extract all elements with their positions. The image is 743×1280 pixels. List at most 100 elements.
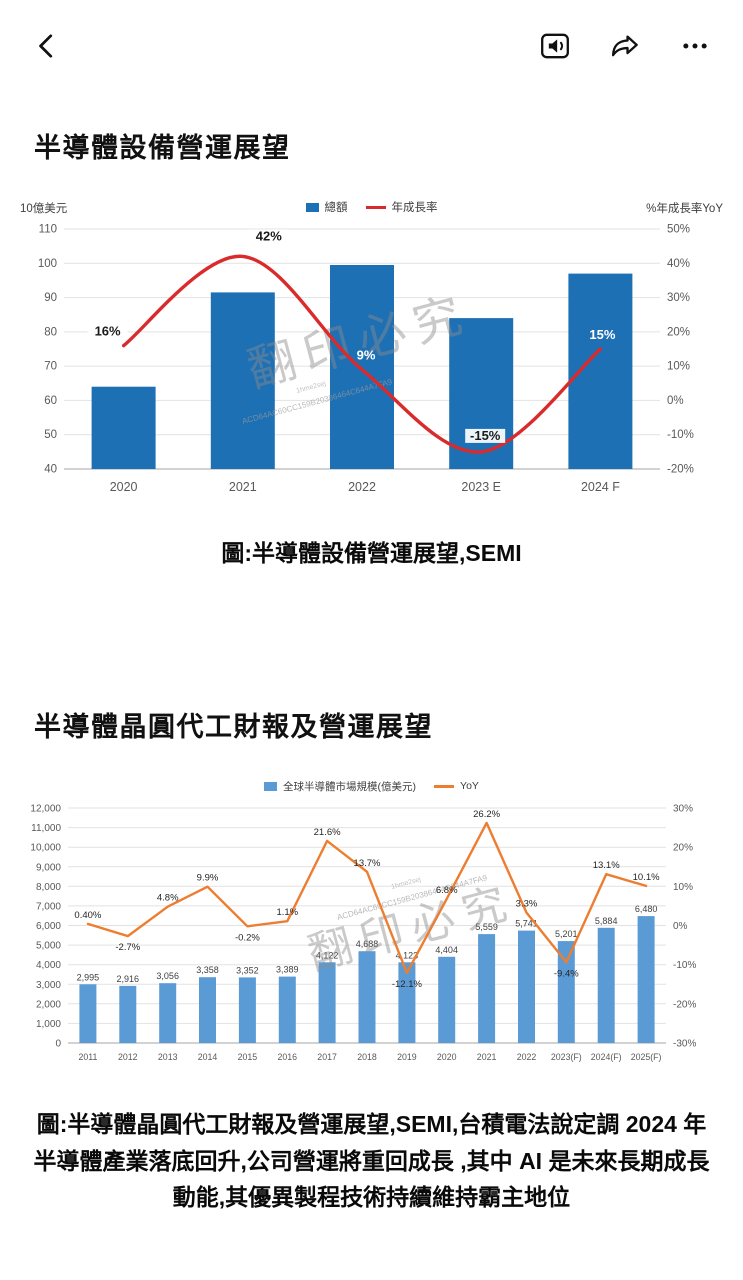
- foundry-outlook-chart: 全球半導體市場規模(億美元) YoY 12,000 11,000 10,000 9,000…: [18, 774, 725, 1090]
- chart-canvas: 110 100 90 80 70 60 50 40 50% 40% 30% 20% 10% 0% -10% -…: [38, 224, 694, 495]
- svg-text:-30%: -30%: [673, 1039, 696, 1050]
- right-axis-unit: %年成長率YoY: [646, 203, 723, 215]
- legend-item: 總額: [305, 199, 348, 215]
- svg-text:30%: 30%: [673, 804, 693, 815]
- svg-text:-2.7%: -2.7%: [115, 942, 140, 953]
- svg-text:4,122: 4,122: [316, 951, 339, 961]
- share-arrow-icon: [611, 35, 638, 57]
- svg-text:-0.2%: -0.2%: [235, 933, 260, 944]
- legend-label: 總額: [324, 202, 348, 214]
- svg-text:-9.4%: -9.4%: [554, 969, 579, 980]
- chart-header: 全球半導體市場規模(億美元) YoY: [18, 774, 725, 798]
- svg-text:6,000: 6,000: [36, 921, 61, 932]
- svg-text:90: 90: [44, 292, 57, 304]
- svg-text:5,201: 5,201: [555, 929, 578, 939]
- article-page: 半導體設備營運展望 10億美元 總額 年成長率 %年成長率YoY 110 100 90 80 7…: [0, 0, 743, 1210]
- svg-text:0.40%: 0.40%: [74, 910, 101, 921]
- bar: [159, 983, 177, 1044]
- svg-text:9,000: 9,000: [36, 863, 61, 874]
- svg-text:6.8%: 6.8%: [436, 885, 458, 896]
- svg-text:-15%: -15%: [470, 428, 501, 443]
- legend-label: YoY: [460, 780, 479, 793]
- bar-series: [91, 265, 633, 469]
- chart-legend: 全球半導體市場規模(億美元) YoY: [264, 779, 479, 794]
- svg-text:2021: 2021: [477, 1052, 497, 1062]
- svg-text:10.1%: 10.1%: [633, 872, 660, 883]
- svg-text:3,389: 3,389: [276, 965, 299, 975]
- svg-text:2,916: 2,916: [117, 974, 140, 984]
- svg-text:-10%: -10%: [673, 961, 696, 972]
- read-aloud-button[interactable]: [537, 28, 573, 64]
- svg-text:2015: 2015: [238, 1052, 258, 1062]
- chevron-left-icon: [39, 34, 53, 58]
- line-labels: 16% 42% 9% -15% 15%: [87, 228, 616, 443]
- svg-text:2021: 2021: [229, 480, 257, 494]
- svg-text:6,480: 6,480: [635, 904, 658, 914]
- legend-label: 全球半導體市場規模(億美元): [283, 780, 417, 793]
- svg-text:5,884: 5,884: [595, 916, 618, 926]
- svg-text:1,000: 1,000: [36, 1019, 61, 1030]
- legend-label: 年成長率: [391, 202, 438, 214]
- y-axis-right: 30% 20% 10% 0% -10% -20% -30%: [673, 804, 696, 1050]
- svg-text:2017: 2017: [317, 1052, 337, 1062]
- chart1-caption: 圖:半導體設備營運展望,SEMI: [221, 540, 522, 566]
- svg-text:110: 110: [39, 224, 57, 236]
- svg-text:42%: 42%: [256, 228, 282, 243]
- svg-text:40%: 40%: [667, 258, 690, 270]
- svg-text:2018: 2018: [357, 1052, 377, 1062]
- bar: [597, 928, 615, 1044]
- chart-legend: 總額 年成長率: [305, 199, 438, 215]
- svg-text:-20%: -20%: [673, 1000, 696, 1011]
- svg-text:60: 60: [44, 395, 57, 407]
- legend-item: 年成長率: [365, 199, 438, 215]
- svg-text:12,000: 12,000: [30, 804, 61, 815]
- svg-text:-12.1%: -12.1%: [392, 979, 423, 990]
- svg-text:100: 100: [38, 258, 57, 270]
- left-axis-unit: 10億美元: [20, 203, 68, 215]
- growth-line: [86, 822, 648, 975]
- bar: [518, 930, 535, 1044]
- svg-text:2012: 2012: [118, 1052, 138, 1062]
- svg-text:3.3%: 3.3%: [516, 899, 538, 910]
- svg-text:2023 E: 2023 E: [461, 480, 501, 494]
- svg-text:2,000: 2,000: [36, 1000, 61, 1011]
- svg-text:20%: 20%: [667, 326, 690, 338]
- top-navigation-bar: [0, 0, 743, 64]
- x-axis: 2020 2021 2022 2023 E 2024 F: [110, 480, 621, 494]
- more-options-button[interactable]: [677, 28, 713, 64]
- svg-text:0%: 0%: [673, 921, 688, 932]
- svg-text:4,404: 4,404: [435, 945, 458, 955]
- svg-text:4.8%: 4.8%: [157, 893, 179, 904]
- svg-text:15%: 15%: [589, 327, 615, 342]
- svg-text:40: 40: [44, 464, 57, 476]
- svg-text:8,000: 8,000: [36, 882, 61, 893]
- svg-text:2,995: 2,995: [77, 973, 100, 983]
- bar: [398, 962, 416, 1044]
- svg-text:7,000: 7,000: [36, 902, 61, 913]
- legend-bar-swatch: [264, 781, 278, 791]
- speaker-icon: [541, 33, 569, 59]
- svg-text:2011: 2011: [78, 1052, 97, 1062]
- svg-text:10,000: 10,000: [30, 843, 61, 854]
- growth-line: [121, 254, 603, 454]
- bar: [199, 977, 216, 1044]
- section-heading-equipment: 半導體設備營運展望: [34, 133, 291, 163]
- y-axis-right: 50% 40% 30% 20% 10% 0% -10% -20%: [667, 224, 694, 476]
- svg-text:16%: 16%: [95, 324, 121, 339]
- svg-text:3,358: 3,358: [196, 966, 219, 976]
- equipment-outlook-chart: 10億美元 總額 年成長率 %年成長率YoY 110 100 90 80 70 60 50 40 50%…: [18, 195, 725, 519]
- chart-header: 10億美元 總額 年成長率 %年成長率YoY: [18, 195, 725, 219]
- svg-text:3,056: 3,056: [156, 972, 179, 982]
- bar: [330, 265, 394, 469]
- svg-text:2022: 2022: [348, 480, 376, 494]
- svg-text:10%: 10%: [673, 882, 693, 893]
- svg-text:2020: 2020: [437, 1052, 457, 1062]
- svg-text:3,352: 3,352: [236, 966, 259, 976]
- chart2-caption: 圖:半導體晶圓代工財報及營運展望,SEMI,台積電法說定調 2024 年半導體產…: [33, 1111, 710, 1210]
- svg-text:2023(F): 2023(F): [551, 1052, 582, 1062]
- svg-text:11,000: 11,000: [31, 823, 61, 834]
- svg-text:2019: 2019: [397, 1052, 417, 1062]
- back-button[interactable]: [30, 29, 64, 63]
- svg-text:26.2%: 26.2%: [473, 809, 500, 820]
- share-button[interactable]: [607, 28, 643, 64]
